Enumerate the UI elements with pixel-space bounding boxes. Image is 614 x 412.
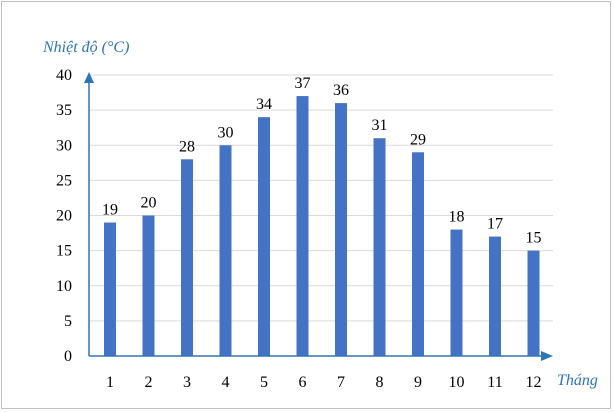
x-tick-label: 5: [260, 374, 268, 391]
y-tick-label: 25: [56, 172, 72, 189]
x-tick-label: 12: [526, 374, 542, 391]
x-axis-title: Tháng: [557, 372, 598, 389]
bar: [181, 159, 193, 356]
data-label: 36: [333, 82, 349, 99]
x-tick-labels: 1 2 3 4 5 6 7 8 9 10 11 12: [106, 374, 542, 391]
gridlines: [89, 74, 553, 322]
data-labels: 19 20 28 30 34 37 36 31 29 18 17 15: [102, 75, 542, 247]
y-tick-label: 0: [64, 348, 72, 365]
data-label: 30: [218, 124, 234, 141]
x-tick-label: 3: [183, 374, 191, 391]
x-axis-arrow: [541, 351, 553, 361]
data-label: 20: [141, 195, 157, 212]
x-tick-label: 11: [487, 374, 502, 391]
bar: [412, 152, 424, 356]
bar: [104, 222, 116, 356]
y-tick-label: 15: [56, 243, 72, 260]
x-tick-label: 7: [337, 374, 345, 391]
data-label: 18: [449, 209, 465, 226]
y-tick-label: 30: [56, 137, 72, 154]
y-tick-label: 40: [56, 67, 72, 84]
data-label: 15: [526, 230, 542, 247]
bar: [219, 145, 232, 356]
data-label: 28: [179, 138, 195, 155]
bar: [373, 138, 386, 356]
y-tick-label: 20: [56, 208, 72, 225]
bar: [296, 96, 309, 356]
data-label: 17: [487, 216, 503, 233]
data-label: 29: [410, 131, 426, 148]
x-tick-label: 6: [299, 374, 307, 391]
bar: [489, 236, 501, 356]
y-axis-arrow: [84, 72, 94, 83]
x-tick-label: 4: [222, 374, 230, 391]
y-tick-labels: 0 5 10 15 20 25 30 35 40: [56, 67, 72, 365]
x-tick-label: 8: [376, 374, 384, 391]
bar: [527, 250, 540, 356]
data-label: 37: [295, 75, 311, 92]
x-tick-label: 10: [449, 374, 465, 391]
bars: [104, 96, 540, 357]
axes: [84, 72, 553, 361]
bar: [335, 103, 347, 356]
bar: [142, 215, 155, 356]
bar: [258, 117, 270, 357]
data-label: 34: [256, 96, 272, 113]
data-label: 31: [372, 117, 388, 134]
data-label: 19: [102, 202, 118, 219]
x-tick-label: 2: [145, 374, 153, 391]
y-tick-label: 10: [56, 278, 72, 295]
y-tick-label: 5: [64, 313, 72, 330]
x-tick-label: 9: [414, 374, 422, 391]
y-axis-title: Nhiệt độ (°C): [42, 39, 129, 56]
bar: [450, 229, 463, 356]
x-tick-label: 1: [106, 374, 114, 391]
y-tick-label: 35: [56, 102, 72, 119]
